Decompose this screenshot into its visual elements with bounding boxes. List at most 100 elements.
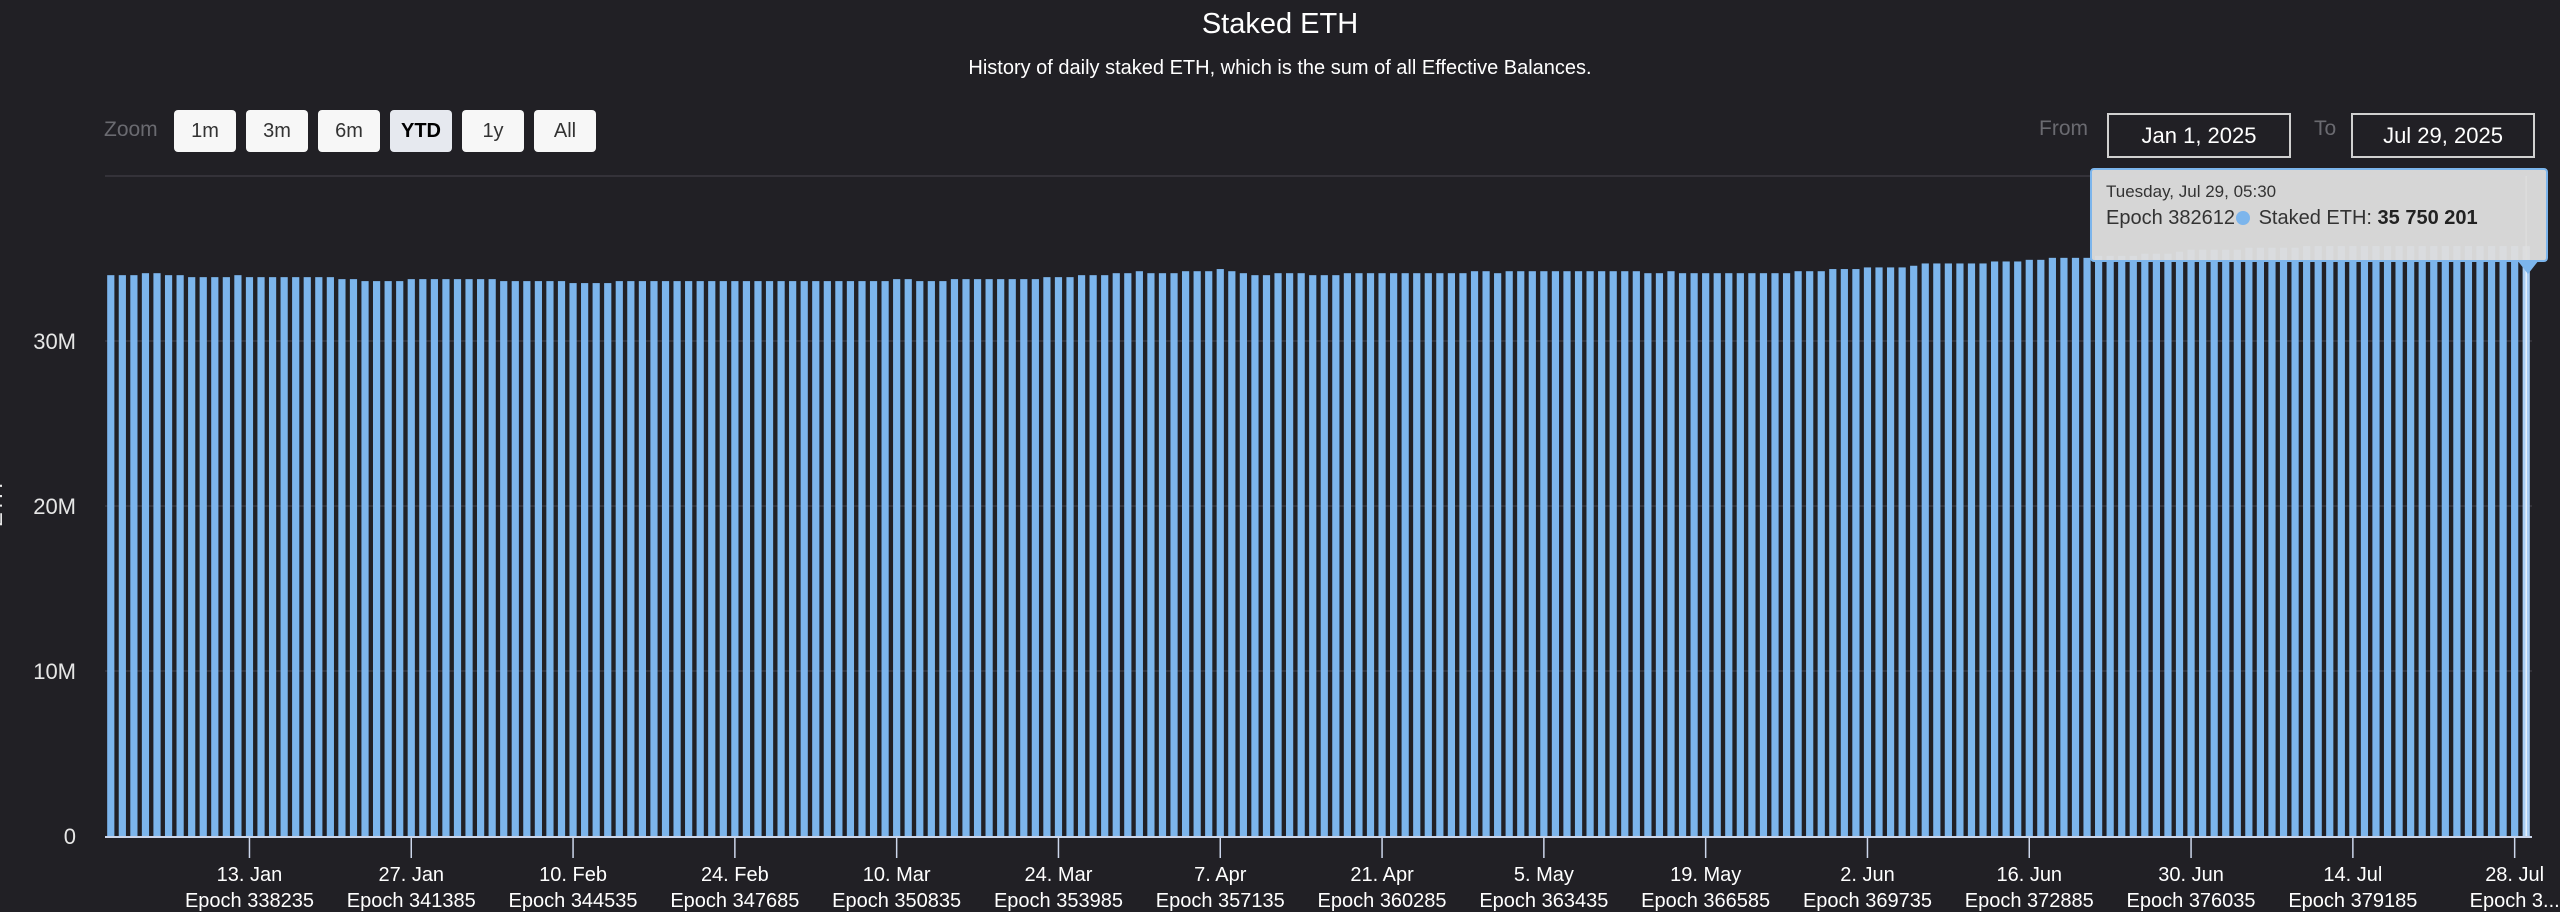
bar[interactable] <box>546 281 554 837</box>
bar[interactable] <box>581 283 589 837</box>
bar[interactable] <box>1563 271 1571 837</box>
bar[interactable] <box>1135 271 1143 837</box>
bar[interactable] <box>1505 271 1513 837</box>
bar[interactable] <box>869 281 878 837</box>
bar[interactable] <box>1297 273 1305 836</box>
bar[interactable] <box>1413 273 1421 836</box>
bar[interactable] <box>1540 271 1548 837</box>
bar[interactable] <box>176 275 184 836</box>
bar[interactable] <box>1008 279 1016 836</box>
bar[interactable] <box>1401 273 1409 836</box>
bar[interactable] <box>2164 253 2172 837</box>
bar[interactable] <box>2349 246 2357 836</box>
bar[interactable] <box>2464 246 2473 836</box>
bar[interactable] <box>1655 273 1664 836</box>
bar[interactable] <box>1447 273 1456 836</box>
bar[interactable] <box>1817 271 1825 837</box>
from-date-input[interactable]: Jan 1, 2025 <box>2107 113 2291 158</box>
bar[interactable] <box>153 273 161 836</box>
bar[interactable] <box>1725 273 1733 836</box>
bar[interactable] <box>2025 259 2033 836</box>
bar[interactable] <box>2487 246 2496 836</box>
zoom-3m-button[interactable]: 3m <box>246 110 308 152</box>
bar[interactable] <box>534 281 542 837</box>
bar[interactable] <box>1309 275 1317 836</box>
bar[interactable] <box>858 281 866 837</box>
bar[interactable] <box>2453 246 2461 836</box>
bar[interactable] <box>1101 275 1109 836</box>
bar[interactable] <box>315 277 323 836</box>
bar[interactable] <box>650 281 658 837</box>
bar[interactable] <box>2476 246 2484 836</box>
bar[interactable] <box>2360 246 2369 836</box>
bar[interactable] <box>1574 271 1583 837</box>
bar[interactable] <box>1424 273 1432 836</box>
bar[interactable] <box>1898 267 1906 836</box>
bar[interactable] <box>742 281 751 837</box>
bar[interactable] <box>1089 275 1097 836</box>
bar[interactable] <box>2372 246 2380 836</box>
bar[interactable] <box>1054 277 1063 836</box>
bar[interactable] <box>2199 249 2207 836</box>
bar[interactable] <box>2095 255 2103 837</box>
bar[interactable] <box>2106 255 2114 837</box>
bar[interactable] <box>973 279 982 836</box>
bar[interactable] <box>627 281 635 837</box>
bar[interactable] <box>2430 246 2438 836</box>
bar[interactable] <box>1667 271 1675 837</box>
bar[interactable] <box>719 281 727 837</box>
bar[interactable] <box>846 281 855 837</box>
bar[interactable] <box>1990 261 1999 837</box>
bar[interactable] <box>245 277 254 836</box>
bar[interactable] <box>615 281 623 837</box>
bar[interactable] <box>477 279 485 836</box>
bar[interactable] <box>1956 263 1964 836</box>
bar[interactable] <box>1112 273 1120 836</box>
bar[interactable] <box>1262 275 1271 836</box>
bar[interactable] <box>1598 271 1606 837</box>
zoom-1m-button[interactable]: 1m <box>174 110 236 152</box>
bar[interactable] <box>338 279 346 836</box>
bar[interactable] <box>777 281 785 837</box>
bar[interactable] <box>384 281 392 837</box>
bar[interactable] <box>569 283 577 837</box>
bar[interactable] <box>442 279 450 836</box>
bar[interactable] <box>985 279 993 836</box>
bar[interactable] <box>2256 247 2265 836</box>
bar[interactable] <box>1829 269 1837 836</box>
zoom-ytd-button[interactable]: YTD <box>390 110 452 152</box>
bar[interactable] <box>731 281 739 837</box>
bar[interactable] <box>1979 263 1987 836</box>
bar[interactable] <box>2129 255 2137 837</box>
bar[interactable] <box>1771 273 1779 836</box>
bar[interactable] <box>130 275 138 836</box>
bar[interactable] <box>1459 273 1467 836</box>
bar[interactable] <box>673 281 681 837</box>
bar[interactable] <box>488 279 496 836</box>
bar[interactable] <box>2002 261 2010 837</box>
bar[interactable] <box>661 281 670 837</box>
bar[interactable] <box>754 281 762 837</box>
bar[interactable] <box>1863 267 1872 836</box>
bar[interactable] <box>234 275 242 836</box>
bar[interactable] <box>1239 273 1247 836</box>
bar[interactable] <box>2499 246 2507 836</box>
bar[interactable] <box>1181 271 1190 837</box>
bar[interactable] <box>1621 271 1629 837</box>
bar[interactable] <box>1031 279 1039 836</box>
bar[interactable] <box>164 275 173 836</box>
bar[interactable] <box>592 283 600 837</box>
bar[interactable] <box>2233 249 2241 836</box>
bar[interactable] <box>349 279 358 836</box>
bar[interactable] <box>1806 271 1814 837</box>
bar[interactable] <box>1124 273 1132 836</box>
bar[interactable] <box>962 279 970 836</box>
bar[interactable] <box>1147 273 1155 836</box>
bar[interactable] <box>188 277 196 836</box>
bar[interactable] <box>1274 273 1282 836</box>
bar[interactable] <box>2175 251 2184 837</box>
bar[interactable] <box>1343 273 1351 836</box>
bar[interactable] <box>893 279 901 836</box>
bar[interactable] <box>1933 263 1941 836</box>
